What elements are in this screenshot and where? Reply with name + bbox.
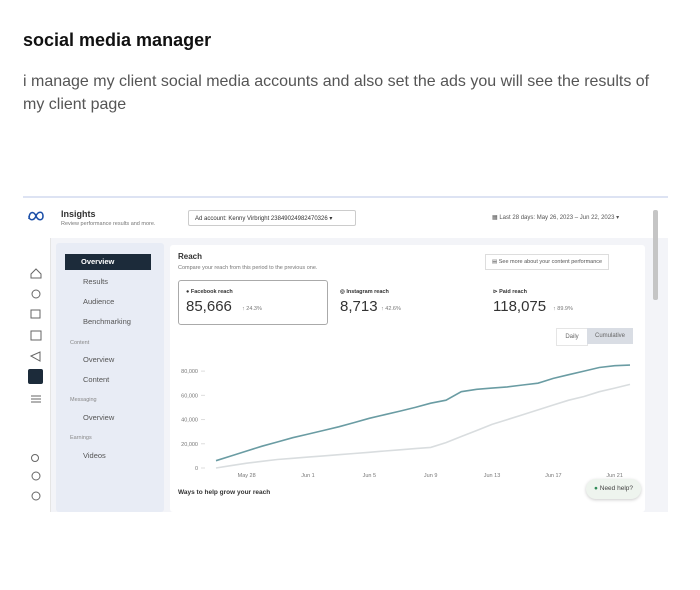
metric-change: ↑ 24.3%	[242, 306, 262, 312]
nav-results[interactable]: Results	[83, 277, 109, 286]
date-range: Last 28 days: May 26, 2023 – Jun 22, 202…	[499, 215, 615, 221]
nav-videos[interactable]: Videos	[83, 451, 106, 460]
post-description: i manage my client social media accounts…	[23, 73, 650, 113]
nav-content[interactable]: Content	[83, 375, 110, 384]
see-more-button[interactable]: ▤ See more about your content performanc…	[485, 254, 610, 270]
nav-audience[interactable]: Audience	[83, 297, 115, 306]
ad-account-dropdown[interactable]: Ad account: Kenny Virbright 238490249824…	[188, 210, 356, 226]
nav-content-overview[interactable]: Overview	[83, 355, 115, 364]
insights-screenshot: Insights Review performance results and …	[23, 196, 668, 512]
metric-label-text: Paid reach	[499, 289, 527, 295]
metric-label-text: Facebook reach	[190, 289, 233, 295]
ways-title: Ways to help grow your reach	[178, 489, 271, 496]
ad-account: Ad account: Kenny Virbright 238490249824…	[195, 216, 328, 222]
reach-title: Reach	[178, 252, 203, 261]
metric-value: 8,713	[340, 298, 378, 315]
nav-overview[interactable]: Overview	[65, 254, 151, 270]
insights-icon[interactable]	[28, 369, 43, 384]
app-title: Insights	[61, 209, 96, 219]
metric-value: 118,075	[493, 298, 547, 315]
nav-section: Earnings	[70, 435, 92, 441]
see-more-label: See more about your content performance	[498, 259, 603, 265]
metric-label: ● Facebook reach	[186, 289, 233, 295]
metric-change: ↑ 42.6%	[381, 306, 401, 312]
rail-icons	[29, 268, 42, 501]
date-range-picker[interactable]: ▦ Last 28 days: May 26, 2023 – Jun 22, 2…	[492, 215, 620, 221]
post-title: social media manager	[23, 30, 212, 50]
metric-change: ↑ 89.9%	[553, 306, 573, 312]
nav-section: Messaging	[70, 397, 97, 403]
metric-change-text: 24.3%	[246, 306, 262, 312]
metric-label: ⊳ Paid reach	[493, 289, 527, 295]
meta-logo	[28, 211, 44, 221]
metric-label: ◎ Instagram reach	[340, 289, 389, 295]
help-button[interactable]: ● Need help?	[586, 479, 641, 499]
nav-section: Content	[70, 340, 90, 346]
metric-label-text: Instagram reach	[346, 289, 389, 295]
reach-subtitle: Compare your reach from this period to t…	[178, 265, 318, 271]
toggle-cumulative[interactable]: Cumulative	[587, 328, 633, 344]
metric-card[interactable]	[178, 280, 328, 325]
scrollbar	[653, 210, 658, 300]
metric-change-text: 42.6%	[385, 306, 401, 312]
metric-change-text: 89.9%	[557, 306, 573, 312]
toggle-daily[interactable]: Daily	[556, 328, 588, 346]
side-nav	[56, 243, 164, 512]
metric-value: 85,666	[186, 298, 232, 315]
nav-messaging-overview[interactable]: Overview	[83, 413, 115, 422]
nav-benchmarking[interactable]: Benchmarking	[83, 317, 131, 326]
help-label: Need help?	[599, 485, 633, 492]
app-subtitle: Review performance results and more.	[61, 221, 156, 227]
